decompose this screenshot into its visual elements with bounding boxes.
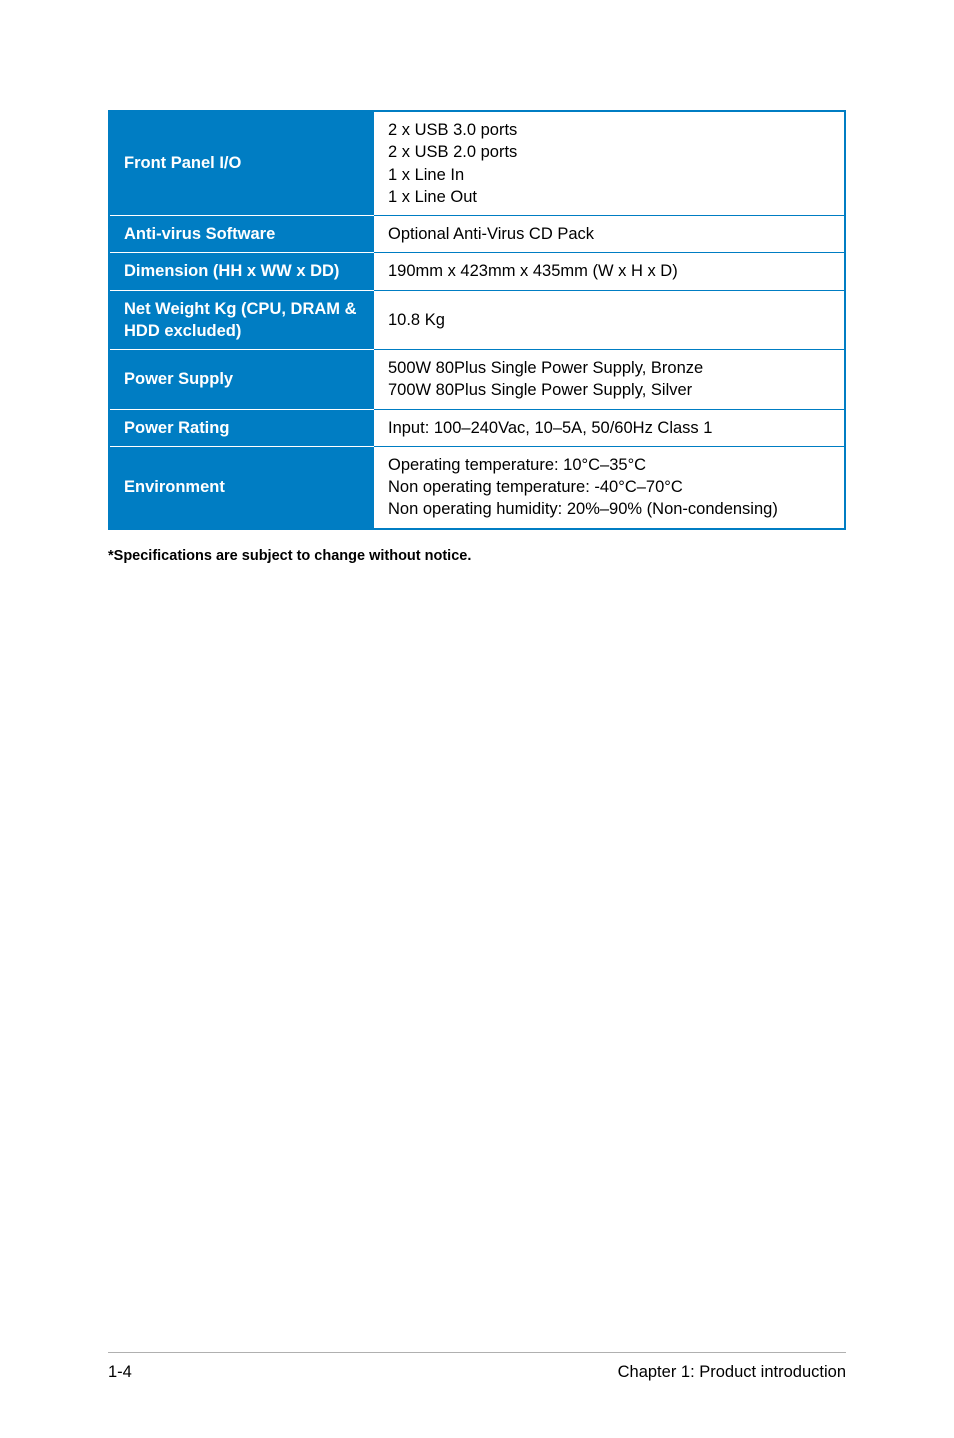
spec-value-line: Optional Anti-Virus CD Pack	[388, 223, 834, 245]
spec-value-line: 1 x Line In	[388, 164, 834, 186]
table-row: Front Panel I/O2 x USB 3.0 ports2 x USB …	[109, 111, 845, 216]
spec-table-body: Front Panel I/O2 x USB 3.0 ports2 x USB …	[109, 111, 845, 529]
table-row: EnvironmentOperating temperature: 10°C–3…	[109, 446, 845, 528]
page-footer: 1-4 Chapter 1: Product introduction	[108, 1352, 846, 1382]
table-row: Anti-virus Software Optional Anti-Virus C…	[109, 216, 845, 253]
spec-value: 2 x USB 3.0 ports2 x USB 2.0 ports1 x Li…	[374, 111, 845, 216]
spec-label: Net Weight Kg (CPU, DRAM & HDD excluded)	[109, 290, 374, 350]
spec-value-line: Operating temperature: 10°C–35°C	[388, 454, 834, 476]
spec-label: Power Rating	[109, 409, 374, 446]
spec-label: Front Panel I/O	[109, 111, 374, 216]
spec-value-line: Non operating temperature: -40°C–70°C	[388, 476, 834, 498]
spec-value: 190mm x 423mm x 435mm (W x H x D)	[374, 253, 845, 290]
table-row: Power Rating Input: 100–240Vac, 10–5A, 50…	[109, 409, 845, 446]
spec-label: Anti-virus Software	[109, 216, 374, 253]
spec-value: Optional Anti-Virus CD Pack	[374, 216, 845, 253]
spec-value-line: 10.8 Kg	[388, 309, 834, 331]
spec-value-line: Input: 100–240Vac, 10–5A, 50/60Hz Class …	[388, 417, 834, 439]
spec-value-line: 1 x Line Out	[388, 186, 834, 208]
spec-value-line: 700W 80Plus Single Power Supply, Silver	[388, 379, 834, 401]
chapter-label: Chapter 1: Product introduction	[618, 1363, 846, 1382]
page-content: Front Panel I/O2 x USB 3.0 ports2 x USB …	[0, 0, 954, 564]
spec-label: Dimension (HH x WW x DD)	[109, 253, 374, 290]
spec-value-line: 190mm x 423mm x 435mm (W x H x D)	[388, 260, 834, 282]
spec-value: 10.8 Kg	[374, 290, 845, 350]
spec-label: Environment	[109, 446, 374, 528]
spec-value: 500W 80Plus Single Power Supply, Bronze7…	[374, 350, 845, 410]
table-row: Net Weight Kg (CPU, DRAM & HDD excluded)…	[109, 290, 845, 350]
spec-value: Operating temperature: 10°C–35°CNon oper…	[374, 446, 845, 528]
table-row: Power Supply500W 80Plus Single Power Sup…	[109, 350, 845, 410]
spec-table: Front Panel I/O2 x USB 3.0 ports2 x USB …	[108, 110, 846, 530]
spec-value-line: 500W 80Plus Single Power Supply, Bronze	[388, 357, 834, 379]
spec-value: Input: 100–240Vac, 10–5A, 50/60Hz Class …	[374, 409, 845, 446]
footnote: *Specifications are subject to change wi…	[108, 548, 846, 564]
spec-value-line: 2 x USB 3.0 ports	[388, 119, 834, 141]
spec-value-line: 2 x USB 2.0 ports	[388, 141, 834, 163]
spec-label: Power Supply	[109, 350, 374, 410]
spec-value-line: Non operating humidity: 20%–90% (Non-con…	[388, 498, 834, 520]
table-row: Dimension (HH x WW x DD) 190mm x 423mm x …	[109, 253, 845, 290]
page-number: 1-4	[108, 1363, 132, 1382]
